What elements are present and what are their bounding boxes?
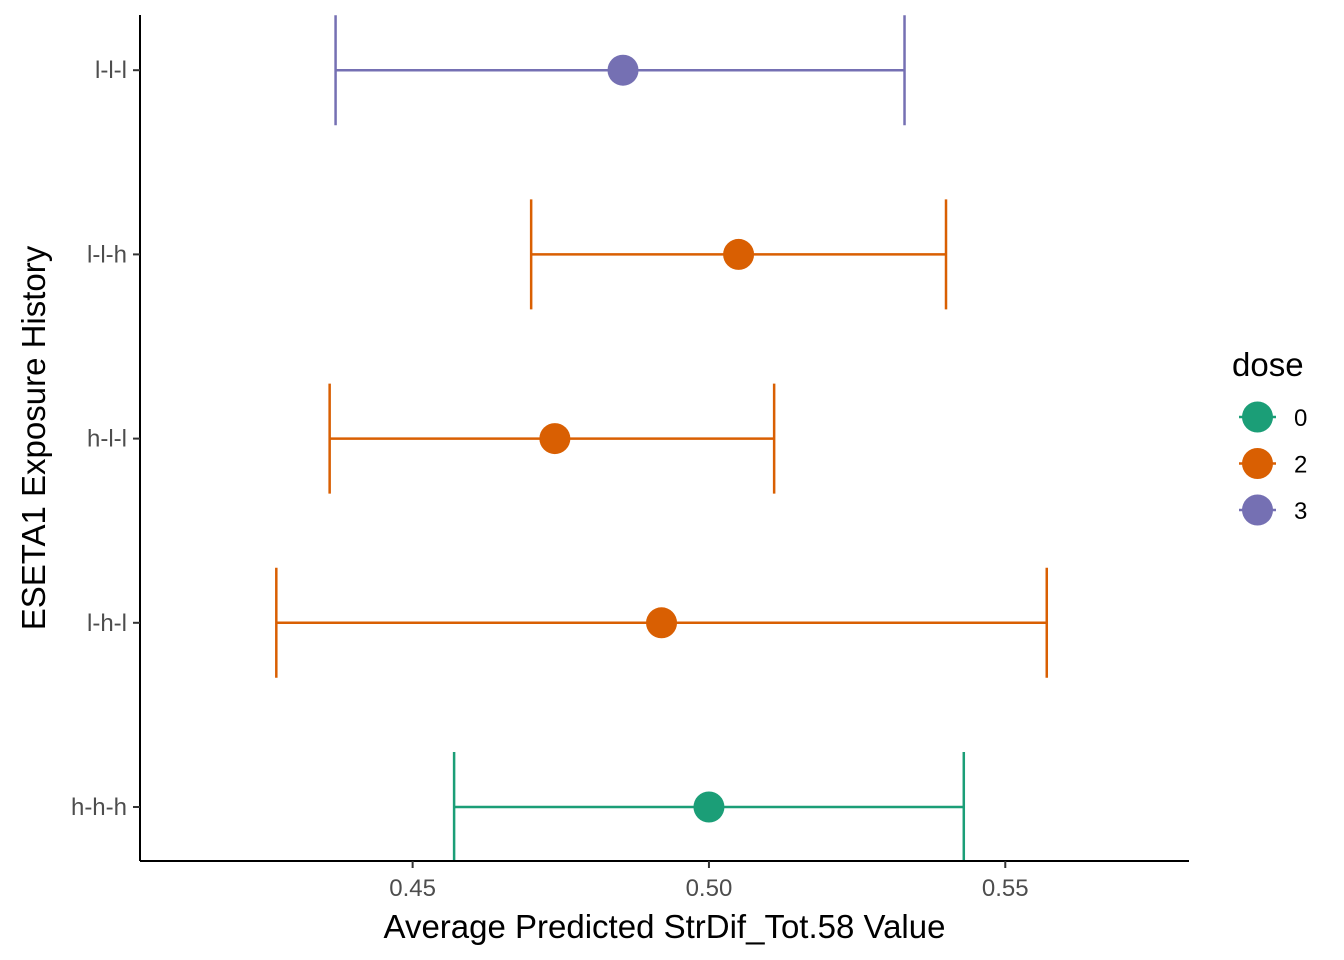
legend-key-point (1242, 448, 1273, 479)
x-tick-label: 0.55 (982, 875, 1029, 902)
y-axis-ticks: h-h-h l-h-l h-l-l l-l-h l-l-l (71, 57, 140, 821)
x-tick-label: 0.50 (686, 875, 733, 902)
legend-item-0: 0 (1239, 401, 1307, 433)
legend: dose 0 2 3 (1232, 346, 1307, 526)
legend-title: dose (1232, 346, 1304, 383)
x-tick-label: 0.45 (389, 875, 436, 902)
point-group-h-h-h (452, 752, 966, 862)
y-tick-label: h-h-h (71, 794, 127, 821)
y-axis-title: ESETA1 Exposure History (15, 245, 52, 630)
point-group-l-l-h (529, 199, 948, 310)
legend-key-point (1242, 494, 1273, 526)
y-tick-label: l-h-l (87, 610, 127, 637)
point-h-h-h (693, 791, 725, 823)
legend-label: 3 (1294, 498, 1307, 525)
legend-label: 2 (1294, 452, 1307, 479)
point-group-h-l-l (328, 383, 776, 494)
point-l-l-h (723, 238, 755, 270)
legend-item-3: 3 (1239, 494, 1307, 526)
point-group-l-l-l (334, 15, 906, 126)
legend-item-2: 2 (1239, 448, 1307, 479)
legend-key-point (1242, 401, 1273, 433)
y-tick-label: h-l-l (87, 426, 127, 453)
point-l-l-l (607, 54, 639, 86)
point-group-l-h-l (275, 567, 1049, 678)
y-tick-label: l-l-h (87, 241, 127, 268)
x-axis-title: Average Predicted StrDif_Tot.58 Value (384, 908, 946, 945)
point-h-l-l (539, 423, 571, 455)
legend-label: 0 (1294, 405, 1307, 432)
plot-marks (275, 15, 1049, 862)
y-tick-label: l-l-l (95, 57, 127, 84)
x-axis-ticks: 0.45 0.50 0.55 (389, 861, 1029, 902)
point-l-h-l (646, 607, 678, 639)
